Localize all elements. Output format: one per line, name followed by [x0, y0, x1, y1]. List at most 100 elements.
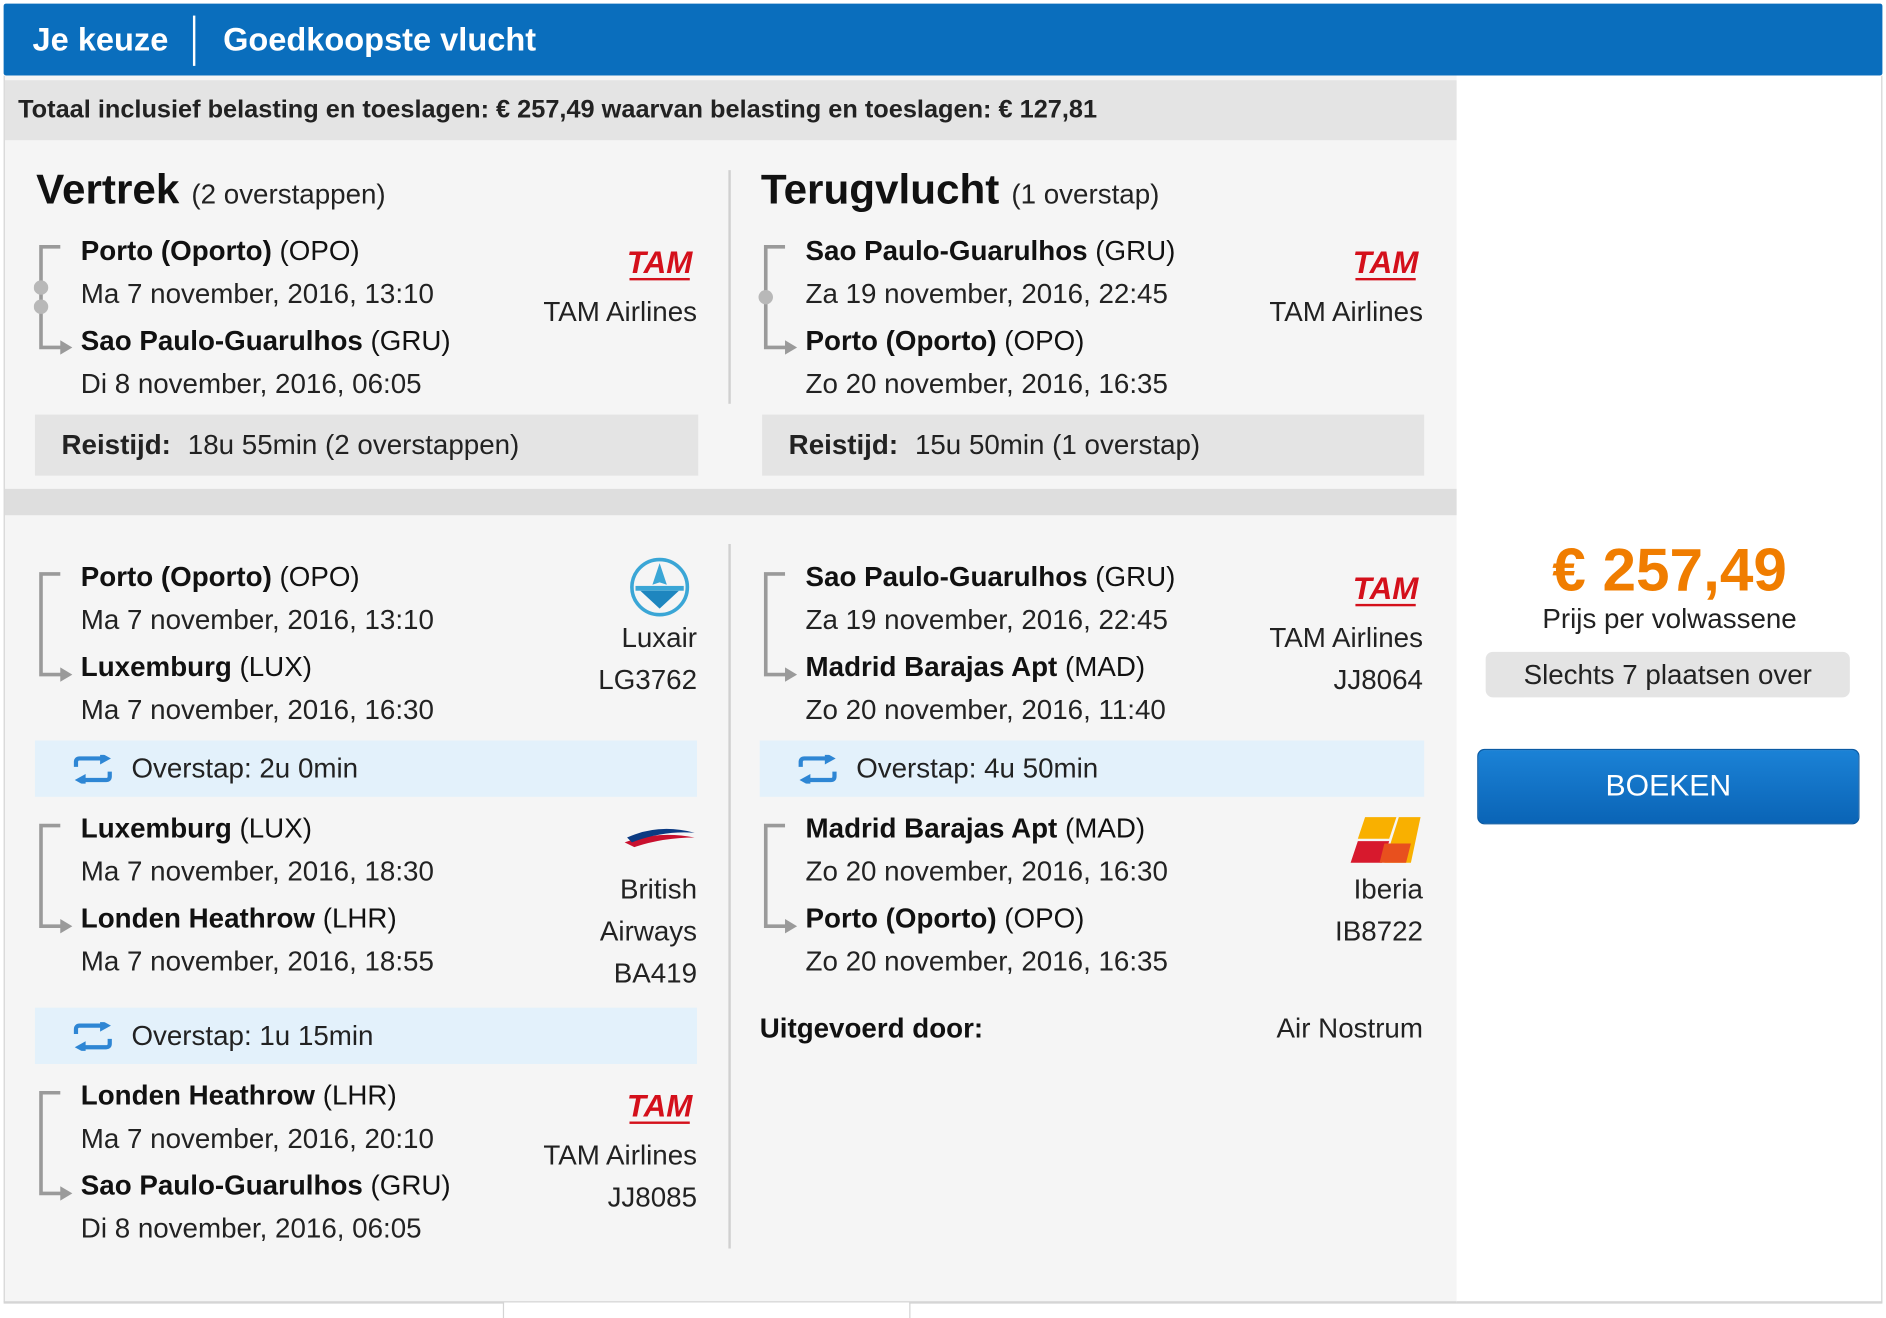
travel-time-label: Reistijd:: [61, 428, 171, 461]
transfer-info: Overstap: 4u 50min: [759, 740, 1425, 797]
column-divider: [728, 543, 731, 1249]
leg-origin: Sao Paulo-Guarulhos (GRU): [806, 561, 1176, 593]
leg-departure-time: Za 19 november, 2016, 22:45: [805, 603, 1168, 636]
leg-flight-number: IB8722: [1335, 915, 1423, 947]
price-per-adult: Prijs per volwassene: [1542, 602, 1797, 634]
leg-origin-name: Porto (Oporto): [80, 560, 272, 592]
leg-origin: Madrid Barajas Apt (MAD): [806, 812, 1146, 844]
outbound-destination: Sao Paulo-Guarulhos (GRU): [81, 325, 451, 357]
leg-destination-code: (LUX): [239, 650, 312, 682]
tam-logo: TAM: [1348, 230, 1423, 292]
leg-origin: Luxemburg (LUX): [81, 812, 312, 844]
leg-departure-time: Ma 7 november, 2016, 20:10: [80, 1122, 434, 1154]
outbound-arrival-time: Di 8 november, 2016, 06:05: [80, 367, 422, 400]
leg-destination: Porto (Oporto) (OPO): [806, 902, 1085, 934]
leg-origin-name: Luxemburg: [80, 812, 232, 844]
travel-time-label: Reistijd:: [788, 428, 899, 461]
leg-destination: Madrid Barajas Apt (MAD): [806, 651, 1146, 683]
leg-arrival-time: Ma 7 november, 2016, 18:55: [80, 945, 434, 977]
british-airways-logo: [622, 808, 697, 870]
luxair-logo: [622, 556, 697, 618]
leg-destination-code: (LHR): [322, 902, 397, 934]
column-divider: [728, 170, 731, 404]
leg-origin: Londen Heathrow (LHR): [81, 1080, 397, 1112]
leg-arrival-time: Zo 20 november, 2016, 11:40: [805, 693, 1166, 725]
leg-origin-code: (LUX): [239, 812, 312, 844]
return-route-bracket: [758, 245, 798, 355]
price-panel: € 257,49 Prijs per volwassene Slechts 7 …: [1456, 75, 1883, 1303]
outbound-travel-time: Reistijd: 18u 55min (2 overstappen): [34, 414, 699, 476]
leg-destination-code: (OPO): [1004, 902, 1085, 934]
return-origin: Sao Paulo-Guarulhos (GRU): [806, 235, 1176, 267]
leg-route-bracket: [39, 1090, 73, 1201]
leg-destination-name: Madrid Barajas Apt: [805, 650, 1058, 682]
leg-origin-name: Sao Paulo-Guarulhos: [805, 560, 1088, 592]
tam-logo: TAM: [622, 230, 697, 292]
transfer-duration: Overstap: 1u 15min: [131, 1019, 374, 1051]
leg-destination: Luxemburg (LUX): [81, 651, 312, 683]
itinerary-panel: Totaal inclusief belasting en toeslagen:…: [3, 75, 1457, 1303]
transfer-duration: Overstap: 2u 0min: [131, 752, 359, 784]
leg-destination-name: Porto (Oporto): [805, 902, 997, 934]
leg-origin-name: Madrid Barajas Apt: [805, 812, 1058, 844]
return-departure-time: Za 19 november, 2016, 22:45: [805, 277, 1168, 310]
svg-text:TAM: TAM: [627, 1089, 694, 1124]
leg-airline: British: [619, 873, 698, 905]
return-destination: Porto (Oporto) (OPO): [806, 325, 1085, 357]
leg-destination-name: Londen Heathrow: [80, 902, 316, 934]
header-separator: [192, 15, 196, 66]
leg-origin-code: (OPO): [279, 560, 360, 592]
section-divider: [4, 488, 1457, 516]
leg-flight-number: BA419: [613, 957, 698, 989]
return-arrival-time: Zo 20 november, 2016, 16:35: [805, 367, 1168, 400]
tab-je-keuze[interactable]: Je keuze: [32, 21, 169, 58]
return-stops: (1 overstap): [1011, 178, 1160, 210]
iberia-logo: [1348, 808, 1423, 870]
return-section-title: Terugvlucht (1 overstap): [761, 167, 1159, 215]
leg-origin: Porto (Oporto) (OPO): [81, 561, 360, 593]
outbound-route-bracket: [33, 245, 73, 355]
travel-time-value: 15u 50min (1 overstap): [914, 428, 1201, 461]
leg-arrival-time: Ma 7 november, 2016, 16:30: [80, 693, 434, 725]
leg-departure-time: Ma 7 november, 2016, 13:10: [80, 603, 434, 636]
seats-left-badge: Slechts 7 plaatsen over: [1485, 651, 1850, 698]
tab-goedkoopste-vlucht[interactable]: Goedkoopste vlucht: [223, 21, 537, 58]
leg-origin-code: (MAD): [1064, 812, 1146, 844]
transfer-info: Overstap: 2u 0min: [34, 740, 698, 797]
leg-route-bracket: [39, 572, 73, 682]
leg-airline: Airways: [599, 915, 698, 947]
leg-departure-time: Ma 7 november, 2016, 18:30: [80, 855, 434, 887]
transfer-icon: [798, 754, 837, 784]
transfer-icon: [73, 754, 112, 784]
leg-departure-time: Zo 20 november, 2016, 16:30: [805, 855, 1168, 887]
outbound-stops: (2 overstappen): [191, 178, 386, 210]
outbound-airline: TAM Airlines: [543, 295, 698, 328]
leg-destination-code: (MAD): [1064, 650, 1146, 682]
leg-origin-code: (LHR): [322, 1079, 397, 1111]
return-destination-name: Porto (Oporto): [805, 324, 997, 356]
tam-logo: TAM: [622, 1074, 697, 1136]
return-destination-code: (OPO): [1004, 324, 1085, 356]
leg-destination-code: (GRU): [370, 1169, 451, 1201]
leg-airline: Iberia: [1353, 873, 1423, 905]
leg-flight-number: JJ8064: [1333, 663, 1423, 695]
transfer-duration: Overstap: 4u 50min: [856, 752, 1099, 784]
return-origin-code: (GRU): [1095, 234, 1176, 267]
transfer-info: Overstap: 1u 15min: [34, 1007, 698, 1065]
transfer-icon: [73, 1022, 112, 1051]
tam-logo: TAM: [1348, 556, 1423, 618]
leg-route-bracket: [763, 572, 798, 682]
leg-airline: TAM Airlines: [543, 1139, 698, 1171]
leg-origin-code: (GRU): [1095, 560, 1176, 592]
book-button[interactable]: BOEKEN: [1477, 748, 1860, 825]
leg-route-bracket: [763, 823, 798, 934]
outbound-section-title: Vertrek (2 overstappen): [36, 167, 385, 215]
outbound-departure-time: Ma 7 november, 2016, 13:10: [80, 277, 434, 310]
return-origin-name: Sao Paulo-Guarulhos: [805, 234, 1088, 267]
leg-flight-number: JJ8085: [607, 1181, 698, 1213]
leg-destination: Londen Heathrow (LHR): [81, 902, 397, 934]
leg-arrival-time: Di 8 november, 2016, 06:05: [80, 1212, 422, 1244]
svg-text:TAM: TAM: [627, 245, 694, 280]
price-amount: € 257,49: [1552, 536, 1787, 604]
